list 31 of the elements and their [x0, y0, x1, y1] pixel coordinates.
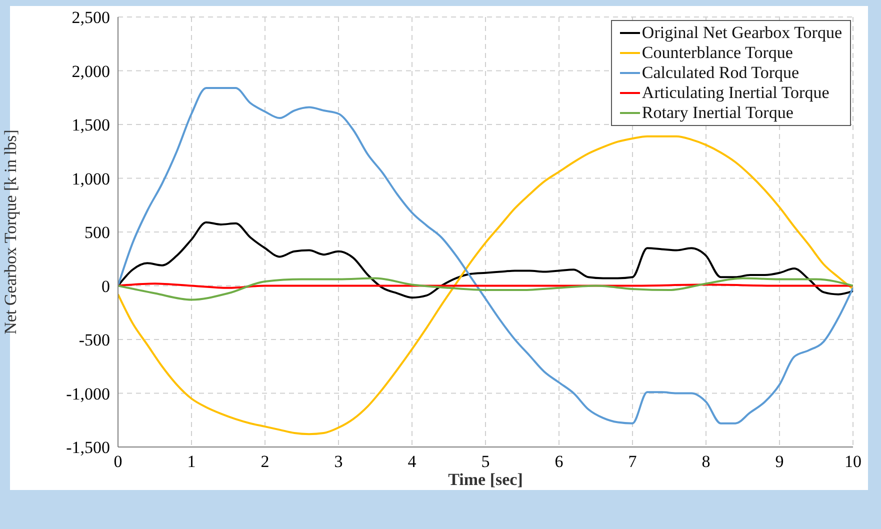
- y-tick-label: -1,000: [66, 384, 110, 404]
- legend-label: Articulating Inertial Torque: [642, 83, 830, 103]
- legend-label: Rotary Inertial Torque: [642, 103, 794, 123]
- y-tick-label: 0: [102, 276, 110, 296]
- line-series: [118, 221, 853, 299]
- line-series: [118, 135, 853, 436]
- legend-label: Calculated Rod Torque: [642, 63, 800, 83]
- legend-label: Counterblance Torque: [642, 43, 793, 63]
- x-tick-label: 7: [628, 452, 638, 472]
- x-tick-label: 10: [844, 452, 862, 472]
- x-tick-label: 1: [187, 452, 196, 472]
- y-tick-label: -1,500: [66, 438, 110, 458]
- y-tick-label: 500: [84, 223, 110, 242]
- x-tick-label: 8: [702, 452, 710, 472]
- legend-label: Original Net Gearbox Torque: [642, 23, 842, 43]
- line-series: [118, 277, 853, 301]
- x-tick-label: 6: [554, 452, 564, 472]
- x-tick-label: 9: [775, 452, 784, 472]
- x-tick-label: 3: [334, 452, 343, 472]
- x-tick-label: 0: [114, 452, 122, 472]
- y-tick-label: 2,000: [72, 62, 110, 81]
- y-tick-label: 2,500: [72, 8, 110, 28]
- y-axis-title: Net Gearbox Torque [k in lbs]: [1, 130, 20, 334]
- y-tick-label: 1,000: [72, 169, 110, 188]
- line-series: [118, 86, 853, 424]
- x-tick-label: 5: [481, 452, 490, 472]
- x-tick-label: 2: [260, 452, 270, 472]
- y-tick-label: -500: [78, 330, 110, 350]
- x-axis-title: Time [sec]: [448, 470, 523, 490]
- y-tick-label: 1,500: [72, 116, 110, 135]
- x-tick-label: 4: [408, 452, 417, 472]
